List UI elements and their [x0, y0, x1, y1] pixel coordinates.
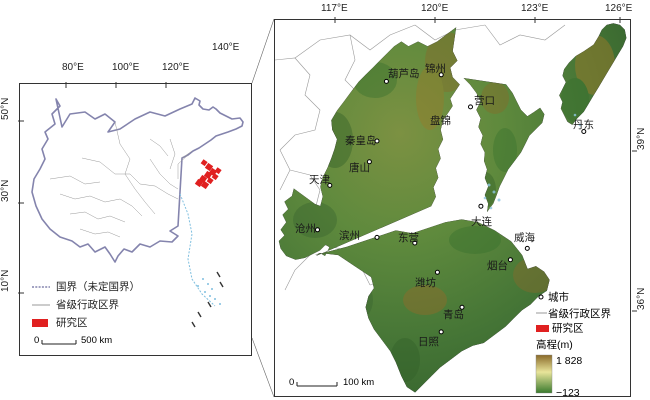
svg-text:唐山: 唐山 [349, 161, 370, 174]
svg-text:城市: 城市 [548, 291, 569, 304]
svg-text:大连: 大连 [471, 215, 492, 228]
svg-text:−123: −123 [556, 387, 580, 398]
svg-text:滨州: 滨州 [339, 229, 360, 242]
svg-text:0: 0 [289, 377, 294, 388]
svg-text:研究区: 研究区 [552, 322, 584, 335]
svg-text:东营: 东营 [398, 231, 419, 244]
svg-text:1 828: 1 828 [556, 355, 582, 367]
svg-text:青岛: 青岛 [443, 308, 464, 321]
svg-text:省级行政区界: 省级行政区界 [548, 307, 611, 320]
svg-text:省级行政区界: 省级行政区界 [56, 298, 119, 311]
svg-text:锦州: 锦州 [425, 62, 446, 75]
svg-text:100 km: 100 km [343, 377, 374, 388]
svg-text:丹东: 丹东 [573, 118, 594, 131]
svg-text:500 km: 500 km [81, 335, 112, 346]
svg-text:高程(m): 高程(m) [536, 338, 573, 351]
svg-text:营口: 营口 [474, 94, 495, 107]
svg-text:秦皇岛: 秦皇岛 [345, 134, 377, 147]
svg-text:国界（未定国界）: 国界（未定国界） [56, 280, 140, 293]
svg-text:盘锦: 盘锦 [430, 114, 451, 127]
svg-text:沧州: 沧州 [295, 222, 316, 235]
svg-text:研究区: 研究区 [56, 316, 88, 329]
svg-text:0: 0 [34, 335, 39, 346]
svg-text:烟台: 烟台 [487, 259, 508, 272]
svg-text:威海: 威海 [514, 231, 535, 244]
svg-text:日照: 日照 [418, 336, 439, 348]
svg-text:葫芦岛: 葫芦岛 [388, 67, 420, 80]
svg-text:潍坊: 潍坊 [415, 276, 436, 289]
svg-text:天津: 天津 [309, 174, 330, 186]
